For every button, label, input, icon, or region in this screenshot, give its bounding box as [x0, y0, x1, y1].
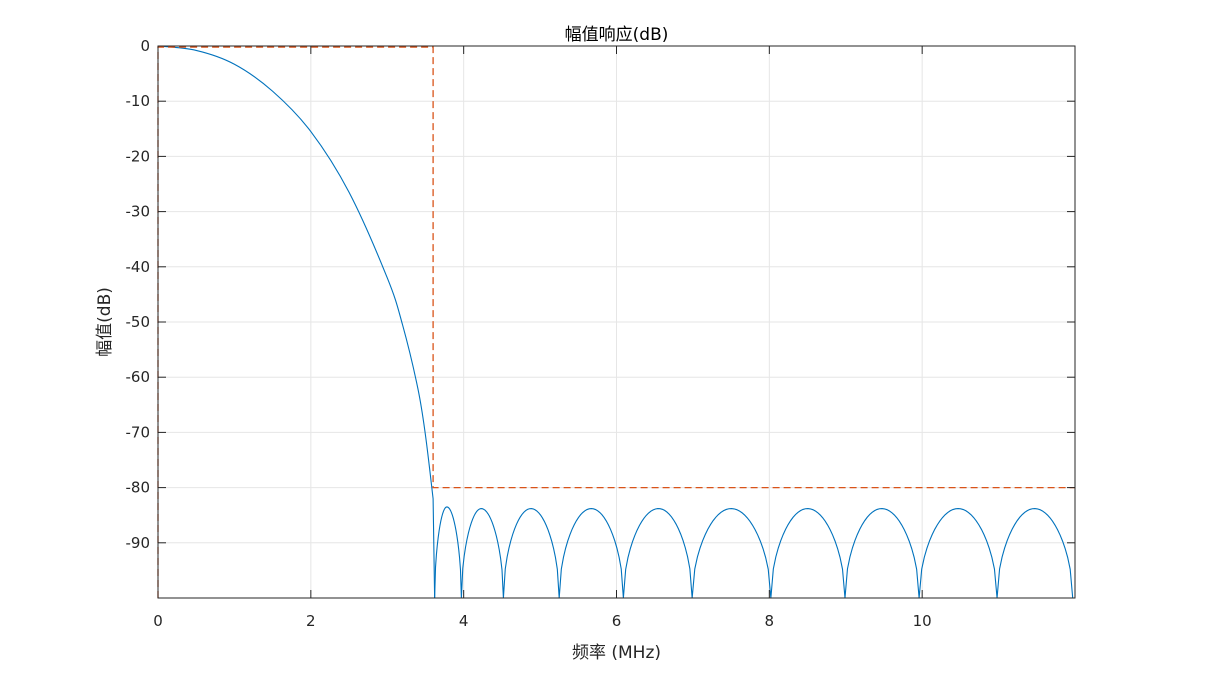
grid-lines [158, 46, 1075, 598]
x-tick-label: 2 [306, 612, 316, 630]
y-tick-label: -50 [126, 313, 151, 331]
tick-labels: 0 2 4 6 8 10 0 -10 -20 -30 -40 -50 -60 -70 -80 -90 [126, 37, 932, 630]
y-tick-label: -30 [126, 203, 151, 221]
x-axis-title: 频率 (MHz) [572, 643, 661, 663]
y-tick-label: -70 [126, 423, 151, 441]
y-tick-label: -60 [126, 368, 151, 386]
y-tick-label: -90 [126, 534, 151, 552]
response-passband-line [157, 45, 436, 599]
x-tick-label: 0 [153, 612, 163, 630]
y-axis-title: 幅值(dB) [95, 287, 115, 357]
axes-frame [157, 45, 1076, 599]
y-tick-label: -10 [126, 92, 151, 110]
x-tick-label: 6 [612, 612, 622, 630]
x-tick-label: 4 [459, 612, 469, 630]
y-tick-label: -80 [126, 479, 151, 497]
x-tick-label: 8 [765, 612, 775, 630]
chart-title: 幅值响应(dB) [565, 25, 669, 45]
y-tick-label: 0 [140, 37, 150, 55]
y-tick-label: -40 [126, 258, 151, 276]
x-tick-label: 10 [913, 612, 932, 630]
y-tick-label: -20 [126, 147, 151, 165]
